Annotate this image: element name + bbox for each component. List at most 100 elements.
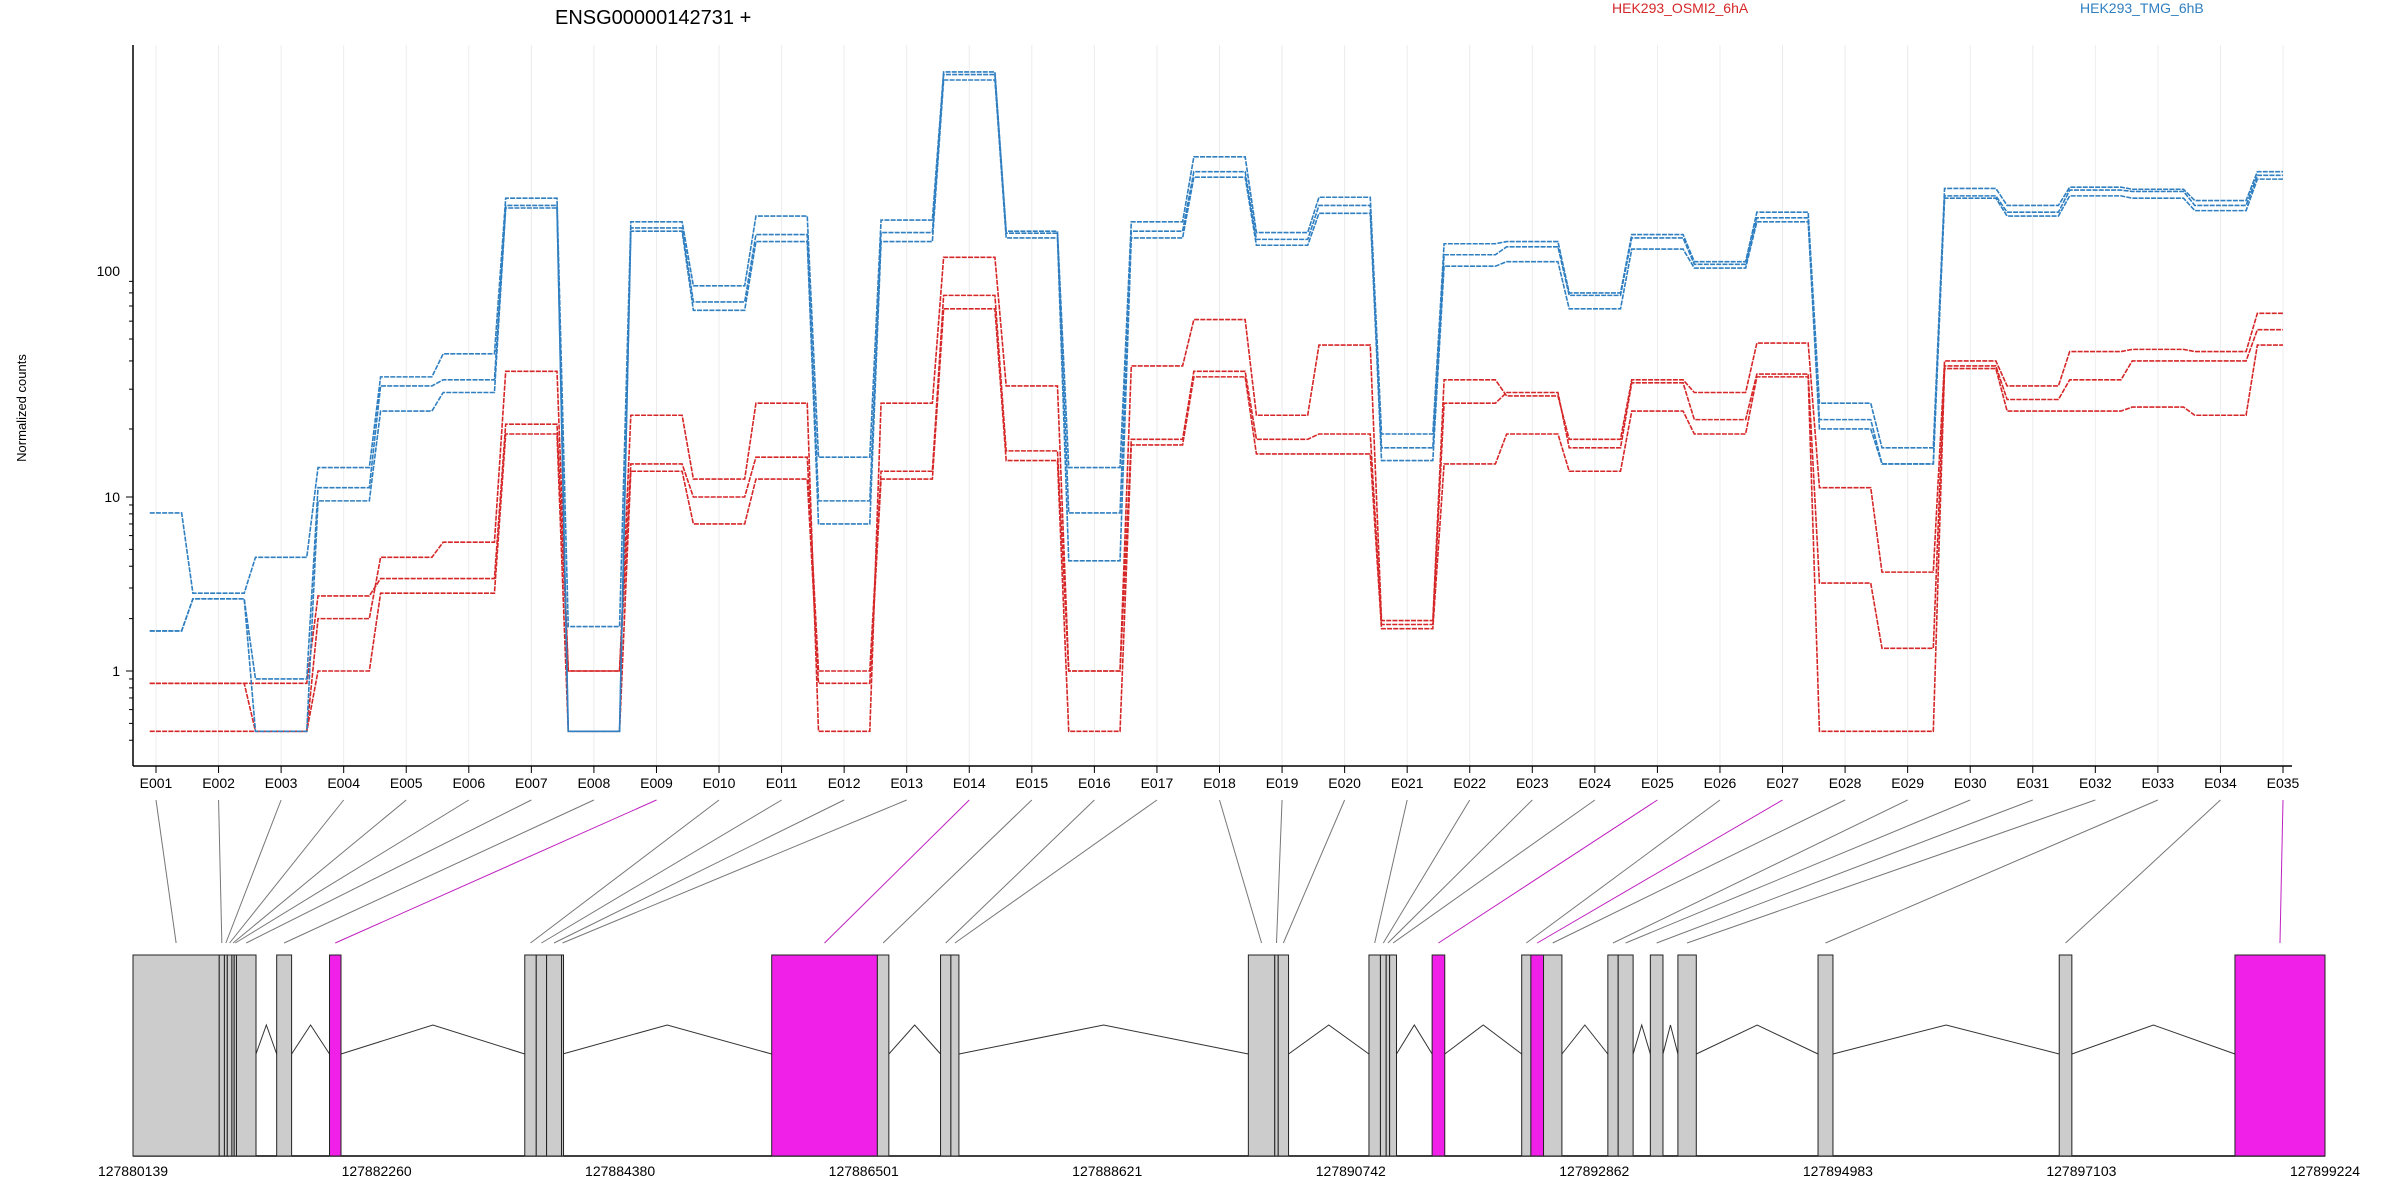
coord-label-5: 127890742 — [1316, 1163, 1386, 1179]
intron-line — [1662, 1024, 1679, 1055]
x-tick-label-e010: E010 — [703, 775, 736, 791]
exon-box-e020 — [1277, 954, 1290, 1157]
connector-e033 — [1825, 799, 2159, 944]
x-tick-label-e004: E004 — [327, 775, 360, 791]
exon-box-e026 — [1521, 954, 1532, 1157]
connector-e020 — [1282, 799, 1346, 944]
exon-box-e025 — [1431, 954, 1446, 1157]
x-tick-label-e019: E019 — [1266, 775, 1299, 791]
connector-e001 — [155, 799, 177, 944]
connector-e013 — [562, 799, 907, 944]
x-tick-label-e022: E022 — [1453, 775, 1486, 791]
connector-e021 — [1374, 799, 1408, 944]
connector-e003 — [225, 799, 282, 944]
coord-label-3: 127886501 — [829, 1163, 899, 1179]
exon-box-e015 — [876, 954, 890, 1157]
connector-e002 — [218, 799, 223, 944]
exon-box-e024 — [1389, 954, 1398, 1157]
exon-box-e019 — [1274, 954, 1279, 1157]
y-tick-label: 100 — [97, 263, 121, 279]
exon-box-e010 — [524, 954, 537, 1157]
coord-label-8: 127897103 — [2046, 1163, 2116, 1179]
exon-box-e007 — [235, 954, 257, 1157]
x-tick-label-e003: E003 — [265, 775, 298, 791]
intron-line — [958, 1024, 1249, 1055]
series-line-tmg-3 — [149, 79, 2283, 733]
vertical-gridlines — [155, 45, 2284, 766]
coord-label-2: 127884380 — [585, 1163, 655, 1179]
connector-e011 — [541, 799, 782, 944]
series-line-osmi2-2 — [149, 256, 2283, 733]
x-tick-label-e007: E007 — [515, 775, 548, 791]
exon-box-e016 — [940, 954, 952, 1157]
exon-box-e035 — [2234, 954, 2326, 1157]
x-tick-label-e035: E035 — [2267, 775, 2300, 791]
exon-box-e034 — [2058, 954, 2073, 1157]
x-tick-label-e013: E013 — [890, 775, 923, 791]
exon-box-e029 — [1607, 954, 1619, 1157]
x-tick-label-e028: E028 — [1829, 775, 1862, 791]
connector-e006 — [235, 799, 470, 944]
intron-line — [255, 1023, 278, 1055]
x-tick-label-e023: E023 — [1516, 775, 1549, 791]
exon-box-e027 — [1530, 954, 1545, 1157]
x-tick-label-e033: E033 — [2142, 775, 2175, 791]
exon-box-e014 — [771, 954, 878, 1157]
x-tick-label-e015: E015 — [1015, 775, 1048, 791]
x-tick-label-e006: E006 — [452, 775, 485, 791]
x-tick-label-e017: E017 — [1141, 775, 1174, 791]
exon-box-e018 — [1247, 954, 1276, 1157]
intron-line — [562, 1024, 772, 1055]
series-line-tmg-4 — [149, 73, 2283, 733]
connector-e007 — [246, 799, 532, 944]
connector-e004 — [229, 799, 345, 944]
x-tick-label-e021: E021 — [1391, 775, 1424, 791]
series-line-osmi2-0 — [149, 308, 2283, 733]
connector-e016 — [945, 799, 1095, 944]
connector-e028 — [1552, 799, 1846, 944]
intron-line — [291, 1024, 330, 1055]
coord-label-1: 127882260 — [342, 1163, 412, 1179]
x-tick-label-e002: E002 — [202, 775, 235, 791]
connector-e018 — [1219, 799, 1263, 944]
legend-label-osmi2: HEK293_OSMI2_6hA — [1612, 0, 1749, 16]
connector-e015 — [882, 799, 1033, 944]
connector-e019 — [1275, 799, 1283, 944]
x-tick-label-e012: E012 — [828, 775, 861, 791]
connector-e009 — [335, 799, 657, 944]
x-tick-label-e011: E011 — [766, 775, 798, 791]
y-ticks: 1 10 100 — [97, 263, 133, 741]
exon-box-e012 — [546, 954, 563, 1157]
x-tick-label-e005: E005 — [390, 775, 423, 791]
connector-e031 — [1656, 799, 2033, 944]
coord-label-7: 127894983 — [1803, 1163, 1873, 1179]
exon-box-e008 — [276, 954, 293, 1157]
connector-e026 — [1526, 799, 1721, 944]
x-tick-label-e029: E029 — [1891, 775, 1924, 791]
x-tick-label-e014: E014 — [953, 775, 986, 791]
exon-box-e017 — [950, 954, 960, 1157]
exon-box-e009 — [329, 954, 342, 1157]
axes — [132, 45, 2292, 767]
y-axis-label: Normalized counts — [14, 354, 29, 462]
x-tick-label-e008: E008 — [578, 775, 611, 791]
intron-line — [1561, 1024, 1609, 1055]
intron-line — [1632, 1023, 1651, 1055]
exon-box-e031 — [1649, 954, 1664, 1157]
x-tick-label-e020: E020 — [1328, 775, 1361, 791]
connector-e034 — [2065, 799, 2221, 944]
x-tick-label-e009: E009 — [640, 775, 673, 791]
x-tick-label-e026: E026 — [1704, 775, 1737, 791]
intron-line — [1696, 1024, 1819, 1055]
x-tick-label-e032: E032 — [2079, 775, 2112, 791]
connector-e029 — [1612, 799, 1908, 944]
x-tick-label-e001: E001 — [140, 775, 173, 791]
connector-e008 — [283, 799, 595, 944]
connector-e030 — [1625, 799, 1971, 944]
exon-box-e021 — [1368, 954, 1381, 1157]
x-ticks: E001 E002 E003 E004 E005 E006 E007 E008 E009 E010… — [140, 766, 2300, 791]
exon-box-e022 — [1379, 954, 1387, 1157]
exon-box-e023 — [1385, 954, 1391, 1157]
chart-title: ENSG00000142731 + — [555, 7, 751, 29]
